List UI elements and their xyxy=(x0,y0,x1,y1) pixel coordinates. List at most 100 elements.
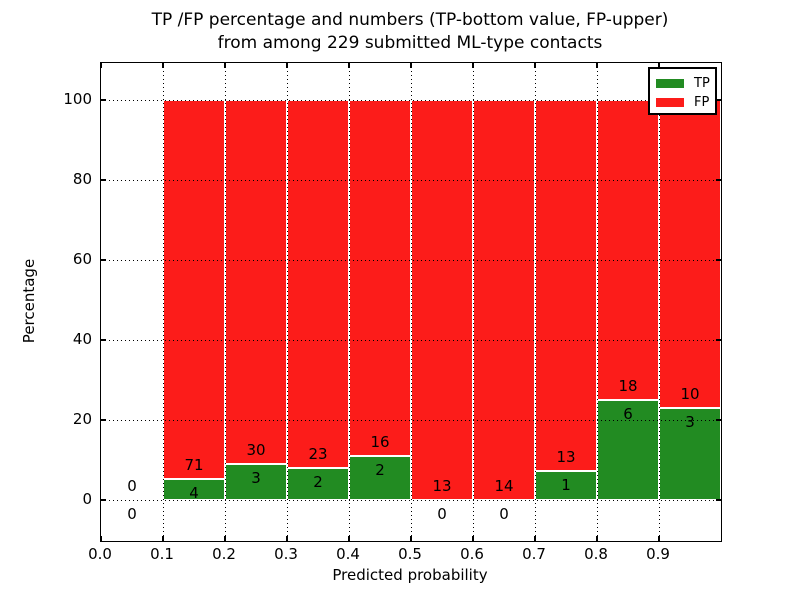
annotation-tp-count: 2 xyxy=(375,460,385,479)
x-tick-top xyxy=(162,63,164,68)
annotation-fp-count: 71 xyxy=(184,455,204,474)
annotation-tp-count: 3 xyxy=(685,412,695,431)
x-tick-bottom xyxy=(410,536,412,541)
y-tick-right xyxy=(716,339,721,341)
annotation-tp-count: 0 xyxy=(499,505,509,523)
x-tick-bottom xyxy=(286,536,288,541)
annotation-fp-count: 30 xyxy=(246,440,266,459)
x-tick-top xyxy=(348,63,350,68)
annotation-tp-count: 2 xyxy=(313,473,323,491)
x-tick-top xyxy=(596,63,598,68)
gridline-vertical xyxy=(162,63,164,541)
gridline-vertical xyxy=(472,63,474,541)
annotation-tp-count: 1 xyxy=(561,476,571,495)
x-tick-top xyxy=(472,63,474,68)
annotation-fp-count: 0 xyxy=(127,477,137,495)
bar-tp-segment xyxy=(597,400,659,500)
x-tick-bottom xyxy=(534,536,536,541)
gridline-vertical xyxy=(348,63,350,541)
x-tick-label: 0.8 xyxy=(584,545,608,563)
annotation-tp-count: 6 xyxy=(623,405,633,423)
fp-swatch xyxy=(656,98,684,107)
y-tick-left xyxy=(101,339,106,341)
annotation-fp-count: 14 xyxy=(494,477,514,495)
bar-fp-segment xyxy=(473,100,535,500)
fp-legend-label: FP xyxy=(694,95,710,110)
x-tick-bottom xyxy=(596,536,598,541)
gridline-vertical xyxy=(658,63,660,541)
gridline-vertical xyxy=(534,63,536,541)
x-tick-label: 0.1 xyxy=(150,545,174,563)
bar-tp-segment xyxy=(535,471,597,500)
annotation-fp-count: 23 xyxy=(308,445,328,463)
legend-item-tp: TP xyxy=(650,74,715,93)
y-axis-label: Percentage xyxy=(20,258,39,344)
y-tick-label: 40 xyxy=(72,330,92,348)
x-tick-top xyxy=(534,63,536,68)
legend-item-fp: FP xyxy=(650,93,715,112)
x-tick-bottom xyxy=(224,536,226,541)
annotation-tp-count: 4 xyxy=(189,483,199,502)
x-tick-bottom xyxy=(100,536,102,541)
x-tick-bottom xyxy=(658,536,660,541)
annotation-fp-count: 13 xyxy=(556,448,576,467)
chart-title-line1: TP /FP percentage and numbers (TP-bottom… xyxy=(151,10,669,30)
y-tick-right xyxy=(716,99,721,101)
y-tick-left xyxy=(101,259,106,261)
x-tick-label: 0.2 xyxy=(212,545,236,563)
annotation-fp-count: 13 xyxy=(432,477,452,495)
chart-title-line2: from among 229 submitted ML-type contact… xyxy=(217,33,603,53)
gridline-vertical xyxy=(596,63,598,541)
x-tick-label: 0.4 xyxy=(336,545,360,563)
bar-fp-segment xyxy=(659,100,721,408)
x-tick-bottom xyxy=(348,536,350,541)
bar-tp-segment xyxy=(659,407,721,500)
x-tick-top xyxy=(658,63,660,68)
plot-area: TP FP 0 0 71 4 30 3 23 2 16 2 13 0 14 0 13 1 18 6 10 3 xyxy=(100,62,722,542)
x-tick-label: 0.3 xyxy=(274,545,298,563)
y-tick-label: 0 xyxy=(82,490,92,508)
x-tick-label: 0.5 xyxy=(398,545,422,563)
gridline-vertical xyxy=(410,63,412,541)
bar-fp-segment xyxy=(349,100,411,456)
x-tick-label: 0.6 xyxy=(460,545,484,563)
tp-legend-label: TP xyxy=(694,76,710,91)
y-tick-label: 60 xyxy=(72,250,92,268)
annotation-fp-count: 16 xyxy=(370,432,390,451)
bar-fp-segment xyxy=(163,100,225,479)
annotation-fp-count: 18 xyxy=(618,377,638,395)
bar-fp-segment xyxy=(535,100,597,472)
tp-swatch xyxy=(656,79,684,88)
y-tick-left xyxy=(101,499,106,501)
gridline-vertical xyxy=(224,63,226,541)
y-tick-label: 20 xyxy=(72,410,92,428)
y-tick-label: 100 xyxy=(63,90,92,108)
x-tick-top xyxy=(286,63,288,68)
legend: TP FP xyxy=(648,67,717,115)
x-tick-top xyxy=(410,63,412,68)
y-tick-right xyxy=(716,499,721,501)
annotation-tp-count: 0 xyxy=(127,505,137,523)
bar-tp-segment xyxy=(225,463,287,500)
bar-fp-segment xyxy=(225,100,287,464)
y-tick-label: 80 xyxy=(72,170,92,188)
bar-fp-segment xyxy=(287,100,349,468)
bar-tp-segment xyxy=(349,455,411,500)
x-tick-label: 0.9 xyxy=(646,545,670,563)
x-tick-top xyxy=(100,63,102,68)
annotation-fp-count: 10 xyxy=(680,384,700,403)
y-tick-right xyxy=(716,259,721,261)
y-tick-right xyxy=(716,179,721,181)
x-tick-bottom xyxy=(472,536,474,541)
x-axis-label: Predicted probability xyxy=(332,566,488,584)
x-tick-label: 0.7 xyxy=(522,545,546,563)
gridline-vertical xyxy=(286,63,288,541)
x-tick-top xyxy=(224,63,226,68)
annotation-tp-count: 0 xyxy=(437,505,447,523)
y-tick-left xyxy=(101,99,106,101)
bar-fp-segment xyxy=(411,100,473,500)
chart-title: TP /FP percentage and numbers (TP-bottom… xyxy=(100,9,720,55)
x-tick-label: 0.0 xyxy=(88,545,112,563)
y-tick-left xyxy=(101,179,106,181)
